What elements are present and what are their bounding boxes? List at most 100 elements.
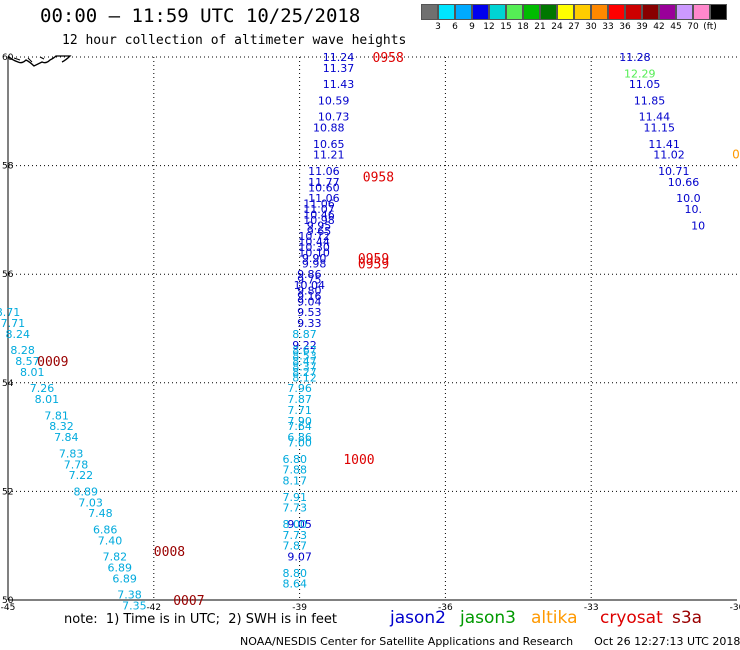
- wave-height-value: 7.64: [287, 420, 312, 433]
- wave-height-value: 7.78: [64, 458, 89, 471]
- colorbar-swatch: [608, 4, 625, 20]
- wave-height-value: 10.72: [298, 230, 330, 243]
- wave-height-value: 10.65: [313, 138, 345, 151]
- wave-height-value: 11.28: [619, 51, 651, 64]
- colorbar-swatch: [693, 4, 710, 20]
- wave-height-value: 9.80: [297, 284, 322, 297]
- colorbar-label: 21: [534, 22, 546, 32]
- wave-height-value: 11.06: [303, 198, 335, 211]
- wave-height-value: 10.30: [298, 241, 330, 254]
- colorbar-label: 6: [452, 22, 458, 32]
- wave-height-value: 11.37: [323, 62, 355, 75]
- legend-jason3: jason3: [460, 608, 516, 628]
- legend-cryosat: cryosat: [600, 608, 663, 628]
- wave-height-value: 8.27: [292, 366, 317, 379]
- wave-height-value: 7.84: [54, 431, 79, 444]
- longitude-tick-label: -45: [1, 603, 16, 613]
- wave-height-value: 7.91: [282, 491, 307, 504]
- wave-height-value: 10.71: [658, 165, 690, 178]
- wave-height-value: 10.59: [318, 94, 350, 107]
- colorbar-swatch: [489, 4, 506, 20]
- wave-height-value: 7.71: [1, 317, 26, 330]
- colorbar-label: 36: [619, 22, 631, 32]
- pass-time-label: 0958: [363, 170, 394, 185]
- wave-height-value: 11.21: [313, 149, 345, 162]
- wave-height-value: 8.64: [282, 578, 307, 591]
- wave-height-value: 9.98: [302, 257, 327, 270]
- wave-height-value: 8.24: [5, 328, 30, 341]
- map-grid: [7, 56, 737, 601]
- colorbar-swatch: [472, 4, 489, 20]
- longitude-tick-label: -36: [438, 603, 453, 613]
- colorbar-swatch: [506, 4, 523, 20]
- wave-height-value: 10.46: [303, 208, 335, 221]
- wave-height-value: 8.57: [15, 355, 40, 368]
- wave-height-value: 7.83: [59, 447, 84, 460]
- wave-height-value: 6.86: [287, 431, 312, 444]
- coastline: [7, 55, 72, 67]
- wave-height-value: 6.80: [282, 453, 307, 466]
- wave-height-value: 11.02: [653, 149, 685, 162]
- colorbar-swatch: [523, 4, 540, 20]
- wave-height-value: 10.66: [668, 176, 700, 189]
- wave-height-value: 7.35: [122, 599, 147, 612]
- wave-height-value: 8.87: [292, 328, 317, 341]
- wave-height-value: 7.88: [282, 464, 307, 477]
- wave-height-value: 10.60: [308, 181, 340, 194]
- wave-height-value: 8.17: [282, 475, 307, 488]
- longitude-tick-label: -30: [730, 603, 740, 613]
- colorbar-label: 9: [469, 22, 475, 32]
- wave-height-value: 9.16: [297, 290, 322, 303]
- wave-height-value: 7.38: [117, 589, 142, 602]
- colorbar-swatch: [455, 4, 472, 20]
- wave-height-value: 7.82: [103, 551, 128, 564]
- colorbar-swatch: [421, 4, 438, 20]
- colorbar-label: 27: [568, 22, 580, 32]
- wave-height-value: 0: [732, 148, 740, 162]
- pass-time-label: 1000: [343, 453, 374, 468]
- colorbar-swatch: [540, 4, 557, 20]
- wave-height-value: 9.07: [287, 551, 312, 564]
- wave-height-value: 7.90: [287, 415, 312, 428]
- colorbar-label: 30: [585, 22, 597, 32]
- wave-height-value: 6.89: [112, 572, 137, 585]
- colorbar-swatch: [438, 4, 455, 20]
- wave-height-value: 8.71: [0, 306, 20, 319]
- colorbar-swatch: [659, 4, 676, 20]
- colorbar-label: 39: [636, 22, 648, 32]
- wave-height-value: 9.05: [287, 518, 312, 531]
- wave-height-value: 8.80: [282, 567, 307, 580]
- legend-altika: altika: [531, 608, 578, 628]
- greenland-coast: [7, 55, 72, 67]
- wave-height-value: 8.32: [49, 420, 74, 433]
- latitude-tick-label: 50: [2, 596, 14, 606]
- colorbar-label: 24: [551, 22, 563, 32]
- wave-height-value: 7.96: [287, 382, 312, 395]
- colorbar-label: 15: [500, 22, 512, 32]
- footnote: note: 1) Time is in UTC; 2) SWH is in fe…: [64, 612, 337, 627]
- wave-height-value: 11.06: [308, 165, 340, 178]
- colorbar-label: 45: [670, 22, 682, 32]
- colorbar-swatch: [591, 4, 608, 20]
- axis-tick-labels: -45 -42 -39 -36 -33 -30 60 58 56 54 52 50: [1, 53, 740, 613]
- wave-height-value: 7.71: [287, 404, 312, 417]
- wave-height-value: 9.22: [292, 339, 317, 352]
- colorbar-swatch: [710, 4, 727, 20]
- colorbar-label: 18: [517, 22, 529, 32]
- wave-height-value: 10.98: [303, 214, 335, 227]
- latitude-tick-label: 56: [2, 270, 14, 280]
- latitude-tick-label: 52: [2, 487, 13, 497]
- latitude-tick-label: 58: [2, 162, 14, 172]
- wave-height-value: 11.15: [643, 122, 675, 135]
- wave-height-value: 10: [691, 219, 705, 232]
- wave-height-value: 11.07: [303, 203, 335, 216]
- wave-height-value: 6.86: [93, 523, 118, 536]
- wave-height-value: 10.0: [676, 192, 701, 205]
- wave-height-value: 7.48: [88, 507, 113, 520]
- wave-height-value: 7.03: [78, 496, 103, 509]
- pass-time-label: 0959: [358, 252, 389, 267]
- wave-height-value: 11.05: [629, 78, 661, 91]
- legend-s3a: s3a: [672, 608, 703, 628]
- pass-time-label: 0008: [154, 545, 185, 560]
